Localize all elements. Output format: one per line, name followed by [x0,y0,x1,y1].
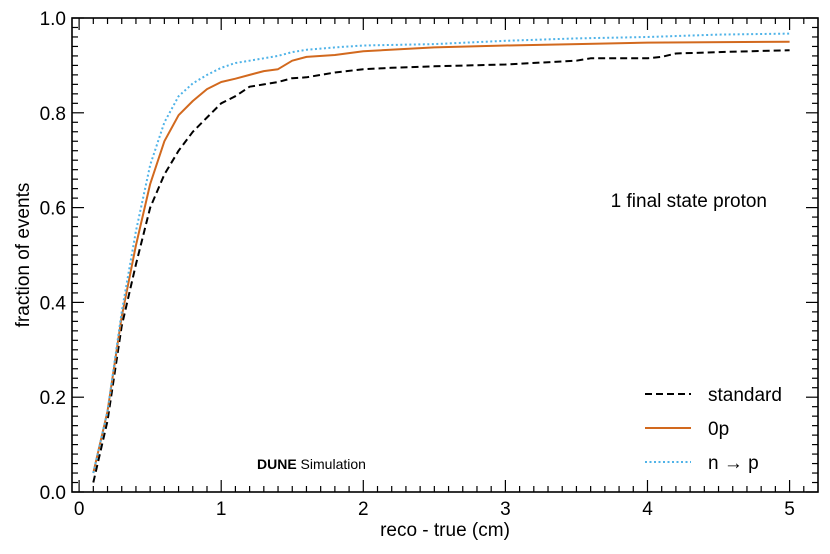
y-axis-label: fraction of events [13,183,34,328]
series-line-2 [92,32,790,474]
y-tick-label: 0.0 [40,483,66,504]
x-tick-label: 4 [642,499,653,520]
y-tick-label: 0.2 [40,388,66,409]
legend-label-2: n → p [708,453,759,474]
series-line-1 [92,40,790,474]
plot-frame [71,17,819,493]
series-lines [92,32,790,483]
x-axis-label: reco - true (cm) [380,520,510,541]
y-tick-label: 1.0 [40,9,66,30]
x-tick-label: 3 [500,499,511,520]
series-line-0 [92,49,790,483]
annotation-text: 1 final state proton [611,191,767,212]
legend: standard 0p n → p [645,385,782,474]
y-tick-label: 0.6 [40,199,66,220]
dune-simulation-brand: DUNE Simulation [257,456,366,472]
x-tick-label: 0 [74,499,85,520]
y-tick-label: 0.4 [40,293,67,314]
legend-label-1: 0p [708,419,729,440]
x-tick-label: 1 [216,499,227,520]
y-tick-label: 0.8 [40,104,66,125]
legend-label-0: standard [708,385,782,406]
x-tick-label: 5 [784,499,795,520]
brand-bold: DUNE [257,456,297,472]
x-tick-label: 2 [358,499,369,520]
axis-ticks [72,17,818,493]
brand-rest: Simulation [297,456,366,472]
tick-labels: 0 1 2 3 4 5 0.0 0.2 0.4 0.6 0.8 1.0 [40,9,795,520]
